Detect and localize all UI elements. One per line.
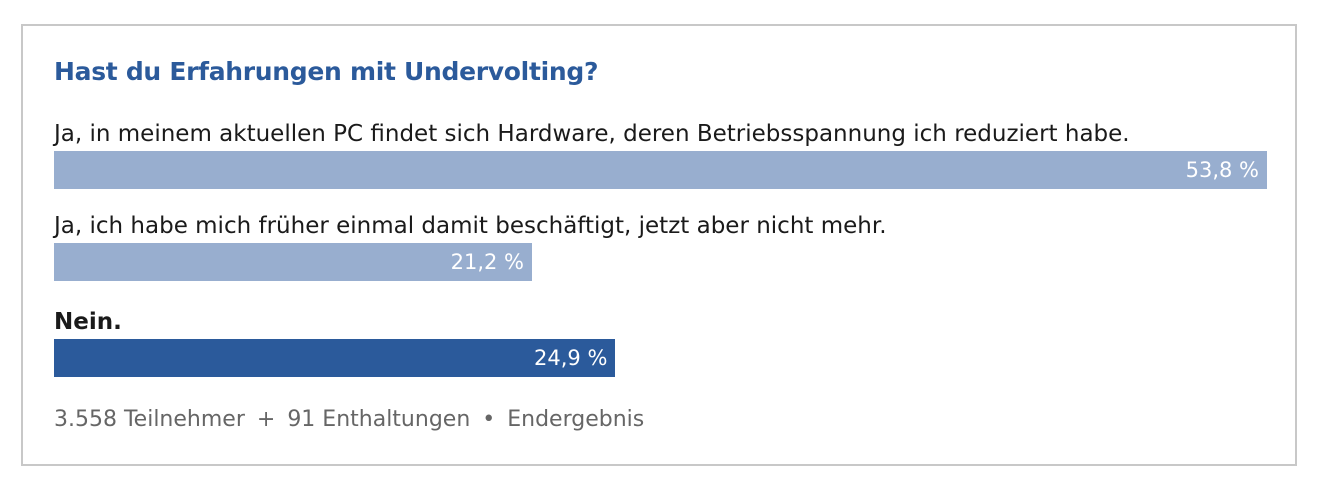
poll-bar-track: 53,8 % bbox=[54, 151, 1267, 189]
poll-footer: 3.558 Teilnehmer +91 Enthaltungen • Enderge… bbox=[54, 407, 644, 432]
poll-bar-track: 21,2 % bbox=[54, 243, 1267, 281]
poll-option-label: Nein. bbox=[54, 309, 122, 335]
poll-option-2: Ja, ich habe mich früher einmal damit be… bbox=[54, 210, 1267, 281]
poll-option-3: Nein. 24,9 % bbox=[54, 306, 1267, 377]
bullet-separator: • bbox=[482, 407, 496, 432]
poll-bar: 21,2 % bbox=[54, 243, 532, 281]
poll-percent-label: 53,8 % bbox=[1185, 158, 1259, 182]
abstentions-count: 91 Enthaltungen bbox=[287, 407, 471, 432]
poll-bar-track: 24,9 % bbox=[54, 339, 1267, 377]
poll-option-label: Ja, in meinem aktuellen PC findet sich H… bbox=[54, 121, 1130, 147]
poll-percent-label: 21,2 % bbox=[450, 250, 524, 274]
participants-count: 3.558 Teilnehmer bbox=[54, 407, 245, 432]
poll-bar: 24,9 % bbox=[54, 339, 616, 377]
poll-widget: Hast du Erfahrungen mit Undervolting? Ja… bbox=[21, 24, 1297, 466]
poll-option-label: Ja, ich habe mich früher einmal damit be… bbox=[54, 213, 887, 239]
plus-separator: + bbox=[256, 407, 276, 432]
poll-title: Hast du Erfahrungen mit Undervolting? bbox=[54, 57, 599, 86]
poll-bar: 53,8 % bbox=[54, 151, 1267, 189]
poll-status: Endergebnis bbox=[507, 407, 645, 432]
poll-percent-label: 24,9 % bbox=[534, 346, 608, 370]
poll-option-1: Ja, in meinem aktuellen PC findet sich H… bbox=[54, 118, 1267, 189]
